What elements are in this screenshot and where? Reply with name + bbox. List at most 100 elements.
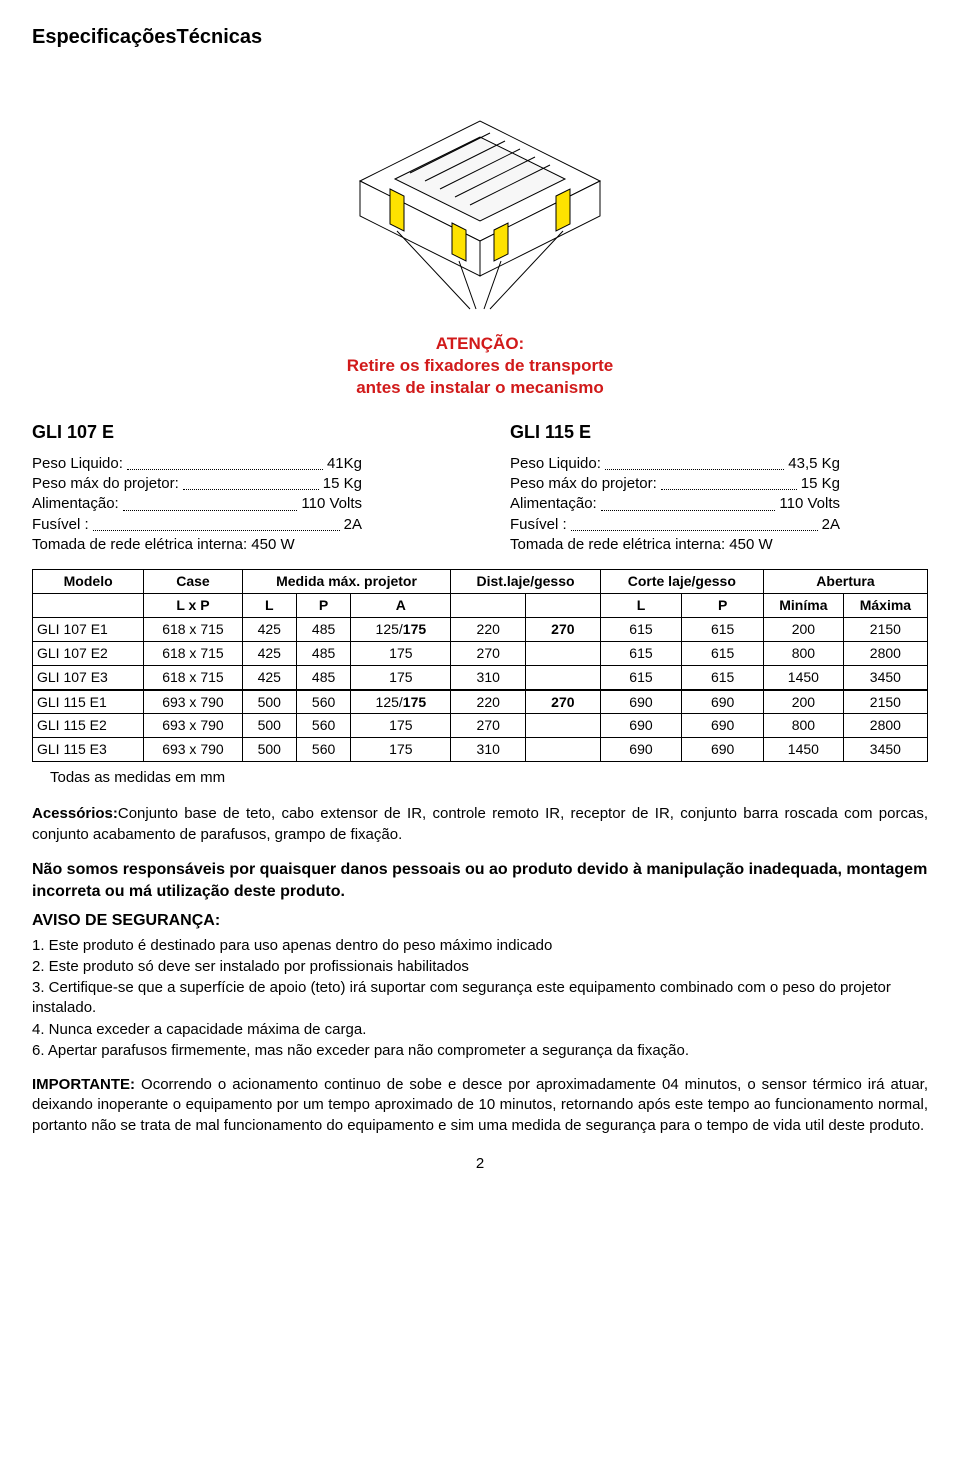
table-cell: 615 xyxy=(600,665,682,689)
th: Abertura xyxy=(763,570,927,594)
warning-line3: antes de instalar o mecanismo xyxy=(356,378,604,397)
table-cell: 270 xyxy=(451,641,526,665)
warning-line1: ATENÇÃO: xyxy=(436,334,524,353)
table-row: GLI 107 E3618 x 715425485175310615615145… xyxy=(33,665,928,689)
table-cell: 690 xyxy=(600,690,682,714)
safety-heading: AVISO DE SEGURANÇA: xyxy=(32,910,928,932)
th: P xyxy=(682,593,764,617)
table-cell: 3450 xyxy=(843,738,927,762)
table-cell: 690 xyxy=(682,714,764,738)
table-cell: 690 xyxy=(682,738,764,762)
table-row: GLI 115 E1693 x 790500560125/17522027069… xyxy=(33,690,928,714)
table-cell: 485 xyxy=(296,665,350,689)
table-cell xyxy=(526,665,601,689)
table-row: GLI 107 E1618 x 715425485125/17522027061… xyxy=(33,617,928,641)
spec-label: Peso máx do projetor: xyxy=(32,474,179,494)
table-cell: 690 xyxy=(600,738,682,762)
page-title: EspecificaçõesTécnicas xyxy=(32,24,928,51)
table-row: GLI 115 E3693 x 790500560175310690690145… xyxy=(33,738,928,762)
table-cell: 175 xyxy=(351,641,451,665)
spec-row: Fusível :2A xyxy=(32,515,362,535)
safety-list: 1. Este produto é destinado para uso ape… xyxy=(32,936,928,1062)
spec-value: 2A xyxy=(344,515,362,535)
spec-value: 110 Volts xyxy=(779,494,840,514)
model-heading-left: GLI 107 E xyxy=(32,420,450,444)
table-row: GLI 115 E2693 x 790500560175270690690800… xyxy=(33,714,928,738)
table-cell: 270 xyxy=(451,714,526,738)
table-cell: 200 xyxy=(763,617,843,641)
table-cell: 310 xyxy=(451,738,526,762)
spec-last: Tomada de rede elétrica interna: 450 W xyxy=(32,535,362,555)
table-cell: 615 xyxy=(600,617,682,641)
table-cell: 425 xyxy=(242,665,296,689)
th: Case xyxy=(144,570,242,594)
spec-value: 15 Kg xyxy=(323,474,362,494)
spec-label: Alimentação: xyxy=(510,494,597,514)
table-cell xyxy=(526,714,601,738)
spec-label: Peso Liquido: xyxy=(510,454,601,474)
table-cell: 425 xyxy=(242,641,296,665)
table-cell: 220 xyxy=(451,690,526,714)
th: L xyxy=(242,593,296,617)
spec-value: 110 Volts xyxy=(301,494,362,514)
th: P xyxy=(296,593,350,617)
table-cell: 500 xyxy=(242,690,296,714)
safety-item: 6. Apertar parafusos firmemente, mas não… xyxy=(32,1041,928,1061)
spec-label: Peso máx do projetor: xyxy=(510,474,657,494)
table-cell: 200 xyxy=(763,690,843,714)
table-cell: 175 xyxy=(351,665,451,689)
spec-row: Peso Liquido:43,5 Kg xyxy=(510,454,840,474)
spec-last: Tomada de rede elétrica interna: 450 W xyxy=(510,535,840,555)
table-cell: 560 xyxy=(296,738,350,762)
safety-item: 4. Nunca exceder a capacidade máxima de … xyxy=(32,1020,928,1040)
table-cell: 175 xyxy=(351,738,451,762)
table-cell: 270 xyxy=(526,617,601,641)
table-cell: 615 xyxy=(682,617,764,641)
important-paragraph: IMPORTANTE: Ocorrendo o acionamento cont… xyxy=(32,1075,928,1136)
table-cell: 693 x 790 xyxy=(144,714,242,738)
th xyxy=(526,593,601,617)
table-cell: GLI 115 E3 xyxy=(33,738,144,762)
warning-line2: Retire os fixadores de transporte xyxy=(347,356,613,375)
table-cell: 693 x 790 xyxy=(144,690,242,714)
table-cell: GLI 107 E3 xyxy=(33,665,144,689)
table-cell: 800 xyxy=(763,641,843,665)
table-cell: 2150 xyxy=(843,617,927,641)
table-cell: 618 x 715 xyxy=(144,617,242,641)
table-cell: 485 xyxy=(296,617,350,641)
th: Modelo xyxy=(33,570,144,594)
th xyxy=(451,593,526,617)
table-cell: 500 xyxy=(242,738,296,762)
accessories-paragraph: Acessórios:Conjunto base de teto, cabo e… xyxy=(32,804,928,845)
th: Máxima xyxy=(843,593,927,617)
accessories-text: Conjunto base de teto, cabo extensor de … xyxy=(32,805,928,842)
spec-row: Peso Liquido:41Kg xyxy=(32,454,362,474)
table-cell: 2800 xyxy=(843,714,927,738)
table-cell: 2150 xyxy=(843,690,927,714)
specs-right: GLI 115 E Peso Liquido:43,5 Kg Peso máx … xyxy=(510,420,928,556)
specs-table: Modelo Case Medida máx. projetor Dist.la… xyxy=(32,569,928,762)
spec-value: 15 Kg xyxy=(801,474,840,494)
table-cell: 800 xyxy=(763,714,843,738)
safety-item: 2. Este produto só deve ser instalado po… xyxy=(32,957,928,977)
table-cell: 3450 xyxy=(843,665,927,689)
table-cell: 175 xyxy=(351,714,451,738)
spec-value: 2A xyxy=(822,515,840,535)
th: A xyxy=(351,593,451,617)
accessories-label: Acessórios: xyxy=(32,805,118,822)
table-cell: GLI 107 E2 xyxy=(33,641,144,665)
table-cell: 615 xyxy=(682,641,764,665)
important-label: IMPORTANTE: xyxy=(32,1076,135,1093)
th: Medida máx. projetor xyxy=(242,570,451,594)
table-cell: 485 xyxy=(296,641,350,665)
th: Miníma xyxy=(763,593,843,617)
table-cell: 125/175 xyxy=(351,617,451,641)
table-header-row2: L x P L P A L P Miníma Máxima xyxy=(33,593,928,617)
table-cell: GLI 115 E2 xyxy=(33,714,144,738)
table-cell: 500 xyxy=(242,714,296,738)
disclaimer: Não somos responsáveis por quaisquer dan… xyxy=(32,859,928,902)
table-cell xyxy=(526,641,601,665)
spec-label: Alimentação: xyxy=(32,494,119,514)
table-cell: 125/175 xyxy=(351,690,451,714)
table-cell: 1450 xyxy=(763,665,843,689)
